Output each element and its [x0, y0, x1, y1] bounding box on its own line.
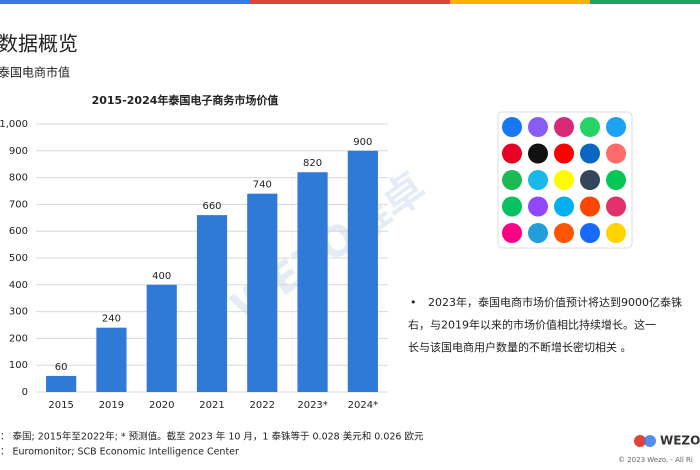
x-tick-label: 2022 — [250, 400, 275, 411]
app-icon — [502, 143, 522, 164]
slide-title: 数据概览 — [0, 32, 78, 56]
y-tick-label: 900 — [9, 146, 28, 157]
data-label: 660 — [202, 201, 221, 212]
app-icon — [528, 143, 548, 164]
app-icon — [580, 223, 600, 243]
y-tick-label: 100 — [9, 360, 28, 371]
logo-mark — [644, 435, 656, 447]
logo-mark — [634, 435, 646, 447]
y-tick-label: 400 — [9, 280, 28, 291]
app-icon — [554, 223, 574, 243]
data-label: 740 — [253, 180, 272, 191]
y-tick-label: 300 — [9, 307, 28, 318]
y-tick-label: 500 — [9, 253, 28, 264]
bullet-line: 右，与2019年以来的市场价值相比持续增长。这一 — [408, 318, 656, 332]
app-icon — [554, 117, 574, 137]
data-label: 400 — [152, 271, 171, 282]
app-icon — [580, 196, 600, 217]
app-icon — [580, 170, 600, 190]
bar — [46, 375, 77, 392]
app-icon — [606, 196, 626, 217]
bullet-line: 2023年，泰国电商市场价值预计将达到9000亿泰铢 — [428, 295, 682, 309]
app-icon — [554, 170, 574, 190]
app-icon — [606, 117, 626, 137]
app-icon — [502, 170, 522, 190]
app-icon — [606, 170, 626, 190]
app-icon — [554, 196, 574, 217]
data-label: 60 — [55, 362, 68, 373]
bullet-dot: • — [410, 296, 417, 309]
bar — [347, 150, 378, 392]
bar — [297, 172, 328, 392]
top-strip — [450, 0, 590, 4]
chart-title: 2015-2024年泰国电子商务市场价值 — [92, 93, 279, 107]
data-label: 820 — [303, 158, 322, 169]
app-icon — [554, 143, 574, 164]
app-icon — [502, 117, 522, 137]
x-tick-label: 2015 — [48, 400, 73, 411]
x-tick-label: 2023* — [297, 400, 327, 411]
y-tick-label: 700 — [9, 199, 28, 210]
x-tick-label: 2021 — [199, 400, 224, 411]
y-tick-label: 1,000 — [0, 119, 28, 130]
x-tick-label: 2024* — [348, 400, 378, 411]
data-label: 900 — [353, 137, 372, 148]
slide-subtitle: 泰国电商市值 — [0, 65, 70, 80]
app-icon — [528, 170, 548, 190]
top-strip — [590, 0, 700, 4]
bar — [96, 327, 127, 392]
top-strip — [250, 0, 450, 4]
data-label: 240 — [102, 314, 121, 325]
app-icon — [606, 143, 626, 164]
app-icon — [502, 223, 522, 243]
footnote: ： Euromonitor; SCB Economic Intelligence… — [0, 447, 239, 458]
logo: WEZO — [660, 434, 700, 448]
bullet-text: 2023年，泰国电商市场价值预计将达到9000亿泰铢右，与2019年以来的市场价… — [408, 295, 682, 354]
app-icon — [528, 117, 548, 137]
app-icon — [606, 223, 626, 243]
app-icon — [528, 196, 548, 217]
y-tick-label: 200 — [9, 333, 28, 344]
app-icon — [580, 143, 600, 164]
app-icon — [580, 117, 600, 137]
bar — [247, 193, 278, 392]
top-strip — [0, 0, 250, 4]
y-tick-label: 0 — [22, 387, 28, 398]
app-icon — [528, 223, 548, 243]
x-tick-label: 2020 — [149, 400, 174, 411]
app-icons — [502, 117, 626, 243]
bar — [146, 284, 177, 392]
y-tick-label: 600 — [9, 226, 28, 237]
bar — [196, 215, 228, 392]
copyright: © 2023 Wezo. - All Ri — [618, 456, 693, 464]
bullet-line: 长与该国电商用户数量的不断增长密切相关 。 — [408, 340, 632, 354]
x-tick-label: 2019 — [99, 400, 124, 411]
footnote: ： 泰国; 2015年至2022年; * 预测值。截至 2023 年 10 月，… — [0, 431, 424, 443]
y-tick-label: 800 — [9, 173, 28, 184]
app-icon — [502, 196, 522, 217]
